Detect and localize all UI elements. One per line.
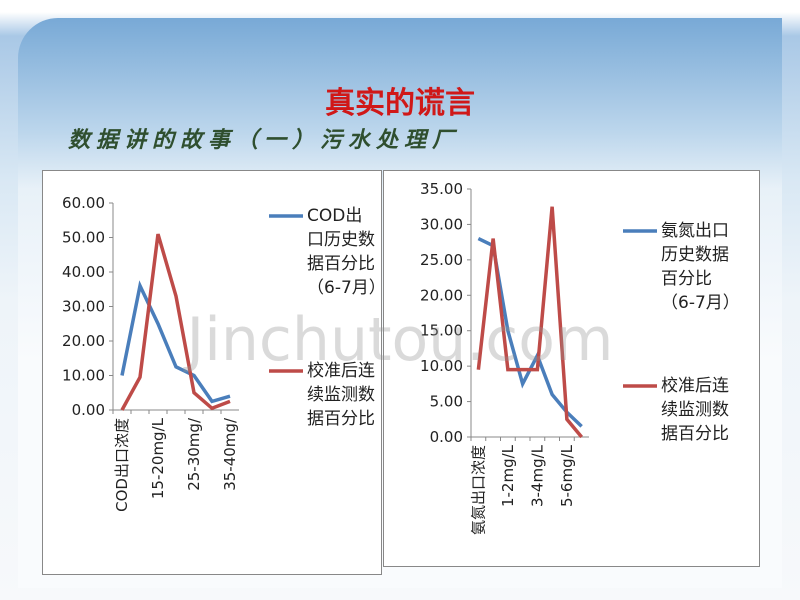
x-tick-label: 1-2mg/L <box>499 444 517 507</box>
slide-subtitle: 数据讲的故事（一）污水处理厂 <box>68 128 461 153</box>
chart-box: 0.00 5.00 10.00 15.00 20.00 25.00 30.00 35.00 氨氮… <box>383 170 760 567</box>
y-tick-label: 20.00 <box>420 286 463 304</box>
legend-entry: 氨氮出口历史数据百分比（6-7月） <box>661 221 740 313</box>
chart: 0.00 5.00 10.00 15.00 20.00 25.00 30.00 35.00 氨氮… <box>420 180 740 535</box>
legend-label: 校准后连续监测数据百分比 <box>661 376 729 444</box>
x-tick-label: 氨氮出口浓度 <box>469 445 487 535</box>
legend-label: COD出口历史数据百分比（6-7月） <box>307 206 386 298</box>
x-tick-label: 25-30mg/ <box>185 417 203 491</box>
y-tick-label: 35.00 <box>420 180 463 198</box>
x-tick-label: 15-20mg/L <box>149 417 167 499</box>
y-tick-label: 10.00 <box>420 357 463 375</box>
x-tick-label: COD出口浓度 <box>113 418 131 512</box>
x-tick-label: 3-4mg/L <box>528 444 546 507</box>
y-tick-label: 25.00 <box>420 251 463 269</box>
y-tick-label: 0.00 <box>72 401 105 419</box>
legend-entry: COD出口历史数据百分比（6-7月） <box>307 206 386 298</box>
slide-title: 真实的谎言 <box>325 86 475 121</box>
y-tick-label: 40.00 <box>62 263 105 281</box>
legend-entry: 校准后连续监测数据百分比 <box>307 361 375 429</box>
y-tick-label: 20.00 <box>62 332 105 350</box>
legend-entry: 校准后连续监测数据百分比 <box>661 376 729 444</box>
y-tick-label: 0.00 <box>430 428 463 446</box>
chart: 0.00 10.00 20.00 30.00 40.00 50.00 60.00 COD出口浓… <box>62 194 386 512</box>
y-tick-label: 50.00 <box>62 229 105 247</box>
series-line <box>120 233 231 411</box>
y-tick-label: 60.00 <box>62 194 105 212</box>
legend-label: 氨氮出口历史数据百分比（6-7月） <box>661 221 740 313</box>
x-tick-label: 5-6mg/L <box>558 444 576 507</box>
watermark: Jinchutou.com <box>186 305 614 375</box>
y-tick-label: 30.00 <box>62 298 105 316</box>
y-tick-label: 15.00 <box>420 322 463 340</box>
legend-label: 校准后连续监测数据百分比 <box>307 361 375 429</box>
chart-box: 0.00 10.00 20.00 30.00 40.00 50.00 60.00 COD出口浓… <box>42 170 386 575</box>
y-tick-label: 30.00 <box>420 215 463 233</box>
y-tick-label: 5.00 <box>430 393 463 411</box>
y-tick-label: 10.00 <box>62 367 105 385</box>
series-line <box>120 280 231 404</box>
series-line <box>476 206 583 439</box>
x-tick-label: 35-40mg/ <box>221 417 239 491</box>
